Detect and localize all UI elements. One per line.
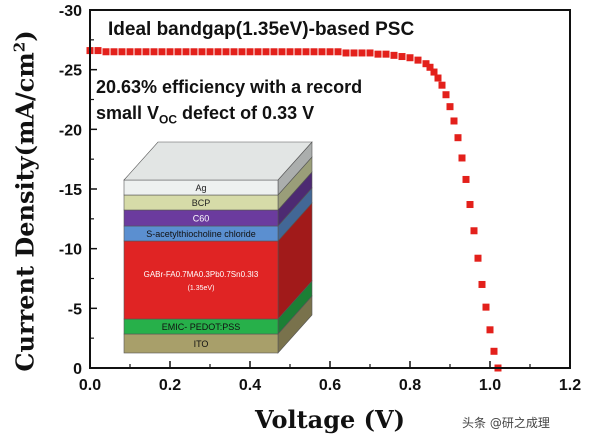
data-point [438,81,446,89]
x-tick-label: 0.0 [79,377,101,394]
data-point [414,56,422,64]
data-point [126,48,134,56]
stack-layer-label: BCP [192,198,211,208]
data-point [446,103,454,111]
data-point [302,48,310,56]
data-point [150,48,158,56]
axis-ticks: 0.0 0.2 0.4 0.6 0.8 1.0 1.2 0 -5 -10 -15 -20 -25 -30 [59,3,581,394]
y-tick-label: -15 [59,182,82,199]
x-tick-label: 0.6 [319,377,341,394]
stack-layer-label: C60 [193,214,210,224]
data-point [478,280,486,288]
data-point [490,347,498,355]
annotation-line2: 20.63% efficiency with a record [96,77,363,97]
stack-layer-label: EMIC- PEDOT:PSS [162,322,241,332]
stack-layer-label: ITO [194,339,209,349]
y-tick-label: -30 [59,3,82,20]
data-point [398,53,406,61]
data-point [198,48,206,56]
data-point [350,49,358,57]
data-point [342,49,350,57]
data-point [134,48,142,56]
y-tick-label: -20 [59,122,82,139]
data-point [466,201,474,209]
data-point [462,175,470,183]
data-point [190,48,198,56]
device-stack-diagram: Ag BCP C60 S-acetylthiocholine chloride GABr… [123,141,313,354]
data-point [454,134,462,142]
data-point [286,48,294,56]
data-point [238,48,246,56]
data-point [182,48,190,56]
x-tick-label: 0.2 [159,377,181,394]
data-point [474,254,482,262]
data-point [482,303,490,311]
x-tick-label: 0.4 [239,377,261,394]
data-point [278,48,286,56]
data-point [450,117,458,125]
data-point [310,48,318,56]
x-tick-label: 1.0 [479,377,501,394]
watermark: 头条 @研之成理 [462,416,550,430]
y-tick-label: -5 [68,301,82,318]
stack-layer-sublabel: (1.35eV) [188,285,215,292]
data-point [102,48,110,56]
data-point [206,48,214,56]
annotation-efficiency: 20.63% efficiency with a record small VO… [96,74,362,133]
data-point [262,48,270,56]
data-point [222,48,230,56]
data-point [406,54,414,62]
data-point [158,48,166,56]
data-point [294,48,302,56]
stack-layer-label: S-acetylthiocholine chloride [146,229,256,239]
data-point [254,48,262,56]
data-point [422,60,430,68]
data-point [430,68,438,76]
data-point [358,49,366,57]
x-tick-label: 1.2 [559,377,581,394]
data-point [470,227,478,235]
data-point [334,48,342,56]
data-point [318,48,326,56]
data-point [486,326,494,334]
data-point [382,50,390,58]
data-point [246,48,254,56]
annotation-title: Ideal bandgap(1.35eV)-based PSC [108,19,415,40]
data-point [94,47,102,55]
x-tick-label: 0.8 [399,377,421,394]
data-points [86,47,502,372]
data-point [230,48,238,56]
annotation-line3: small VOC defect of 0.33 V [96,103,315,127]
stack-layer-label: GABr-FA0.7MA0.3Pb0.7Sn0.3I3 [144,270,259,279]
y-tick-label: -25 [59,63,82,80]
data-point [326,48,334,56]
stack-top-face [123,141,313,181]
data-point [458,154,466,162]
y-tick-label: 0 [73,361,82,378]
data-point [390,51,398,59]
data-point [270,48,278,56]
y-tick-label: -10 [59,242,82,259]
x-axis-label: Voltage (V) [255,405,405,434]
y-axis-label: Current Density(mA/cm2) [10,30,40,372]
stack-layer-front [123,240,279,320]
data-point [110,48,118,56]
data-point [166,48,174,56]
data-point [434,74,442,82]
data-point [426,63,434,71]
data-point [366,49,374,57]
data-point [442,91,450,99]
data-point [374,50,382,58]
data-point [118,48,126,56]
stack-layer-label: Ag [195,183,206,193]
data-point [174,48,182,56]
data-point [142,48,150,56]
data-point [214,48,222,56]
